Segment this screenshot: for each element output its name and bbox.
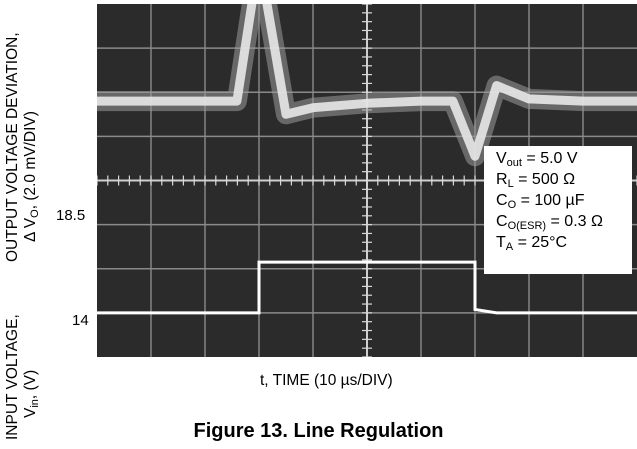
test-conditions-box: Vout = 5.0 V RL = 500 Ω CO = 100 µF CO(E… [484,146,632,274]
condition-vout: Vout = 5.0 V [496,150,578,169]
x-axis-label: t, TIME (10 µs/DIV) [260,372,393,389]
condition-co: CO = 100 µF [496,192,585,211]
condition-ta: TA = 25°C [496,234,568,253]
condition-rl: RL = 500 Ω [496,171,576,190]
y-tick-label-18-5: 18.5 [56,207,86,224]
output-voltage-trace [97,4,637,161]
condition-co-esr: CO(ESR) = 0.3 Ω [496,213,603,232]
figure-caption: Figure 13. Line Regulation [193,420,444,442]
scope-plot [97,4,637,357]
y-tick-label-14: 14 [72,312,89,329]
output-y-axis-label: OUTPUT VOLTAGE DEVIATION, Δ VO, (2.0 mV/… [4,32,41,262]
input-voltage-trace [97,260,637,315]
